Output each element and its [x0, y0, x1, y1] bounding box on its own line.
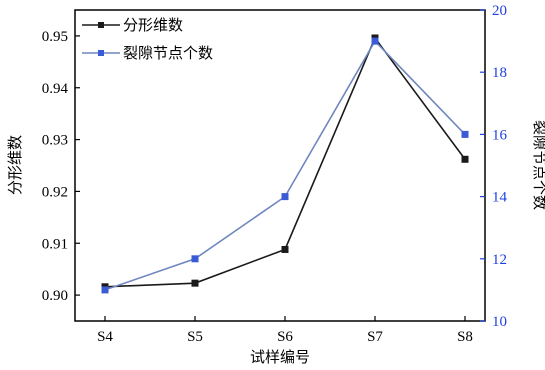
- y-left-tick-label: 0.92: [42, 184, 68, 200]
- series-1-point: [191, 255, 199, 263]
- series-1-point: [461, 130, 469, 138]
- x-tick-label: S5: [187, 329, 203, 345]
- series-1-point: [281, 193, 289, 201]
- legend: 分形维数 裂隙节点个数: [82, 16, 213, 62]
- y-right-axis-label: 裂隙节点个数: [531, 120, 545, 210]
- y-right-tick-label: 18: [492, 65, 507, 81]
- legend-marker-fractal: [98, 22, 104, 28]
- y-left-tick-label: 0.93: [42, 133, 68, 149]
- y-left-tick-label: 0.91: [42, 236, 68, 252]
- legend-marker-nodes: [98, 50, 104, 56]
- series-0-point: [281, 245, 289, 253]
- x-tick-label: S7: [367, 329, 383, 345]
- x-axis-label: 试样编号: [250, 348, 310, 366]
- legend-label-fractal: 分形维数: [123, 16, 183, 34]
- series-layer: [101, 34, 469, 294]
- y-left-axis-label: 分形维数: [6, 135, 24, 195]
- y-left-tick-label: 0.94: [42, 81, 69, 97]
- x-tick-label: S8: [457, 329, 473, 345]
- y-right-tick-label: 12: [492, 252, 507, 268]
- y-right-tick-label: 14: [492, 190, 508, 206]
- y-right-tick-label: 10: [492, 314, 507, 330]
- y-right-tick-label: 20: [492, 3, 507, 19]
- x-axis-ticks: S4 S5 S6 S7 S8: [97, 316, 473, 345]
- series-1-point: [371, 37, 379, 45]
- left-axis-ticks: 0.90 0.91 0.92 0.93 0.94 0.95: [42, 29, 80, 304]
- series-0-point: [461, 155, 469, 163]
- legend-label-nodes: 裂隙节点个数: [123, 44, 213, 62]
- plot-area: [74, 9, 486, 322]
- y-right-tick-label: 16: [492, 127, 508, 143]
- y-left-tick-label: 0.95: [42, 29, 68, 45]
- x-tick-label: S6: [277, 329, 293, 345]
- right-axis-ticks: 10 12 14 16 18 20: [480, 3, 508, 330]
- series-1-point: [101, 286, 109, 294]
- x-tick-label: S4: [97, 329, 113, 345]
- series-0-point: [191, 279, 199, 287]
- y-left-tick-label: 0.90: [42, 288, 68, 304]
